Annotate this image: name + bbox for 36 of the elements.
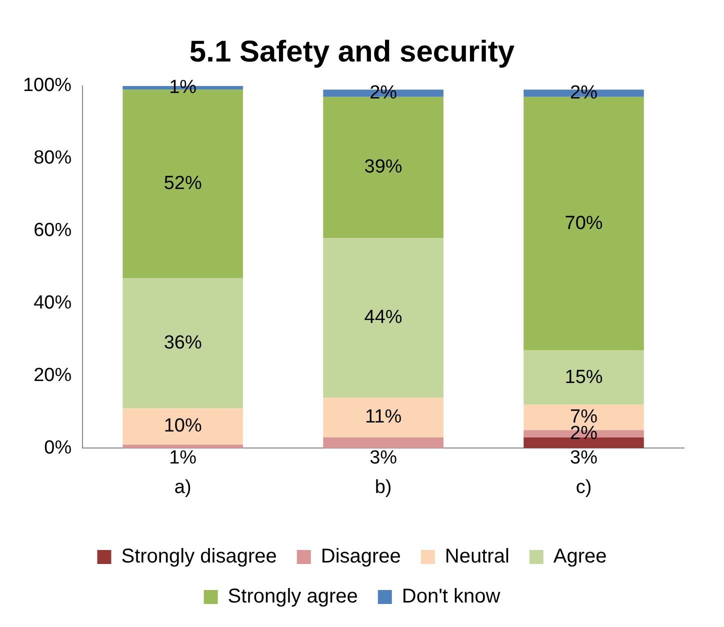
legend-label: Disagree xyxy=(320,546,401,568)
legend-label: Agree xyxy=(553,546,607,568)
y-tick-label: 100% xyxy=(22,75,72,96)
x-tick-label: a) xyxy=(174,476,192,498)
text: 1% xyxy=(169,77,197,98)
bar xyxy=(122,278,243,408)
y-tick-label: 0% xyxy=(44,437,72,458)
x-tick-label: b) xyxy=(374,476,392,498)
bar xyxy=(323,437,444,448)
text: 15% xyxy=(564,366,603,388)
bar xyxy=(122,408,243,445)
y-tick-label: 40% xyxy=(34,292,72,314)
bar xyxy=(323,397,444,438)
text: 3% xyxy=(370,447,398,468)
bar xyxy=(524,350,644,405)
legend-label: Don't know xyxy=(402,586,501,608)
text: 70% xyxy=(564,212,603,234)
legend-label: Strongly disagree xyxy=(121,546,277,568)
text: 2% xyxy=(570,422,598,444)
text: 10% xyxy=(164,416,202,437)
x-tick-label: c) xyxy=(576,476,592,498)
bar xyxy=(122,444,243,448)
text: 39% xyxy=(364,156,402,178)
y-tick-label: 80% xyxy=(34,148,72,169)
bar xyxy=(323,238,444,398)
y-tick-label: 20% xyxy=(34,364,72,386)
text: 52% xyxy=(164,173,202,194)
text: 3% xyxy=(570,447,598,468)
y-tick-label: 60% xyxy=(34,220,72,242)
legend-label: Strongly agree xyxy=(228,586,358,608)
text: 11% xyxy=(364,406,402,428)
text: 44% xyxy=(364,307,402,328)
text: 1% xyxy=(169,447,197,468)
chart-title: 5.1 Safety and security xyxy=(189,35,515,68)
legend-label: Neutral xyxy=(444,546,510,568)
text: 36% xyxy=(164,332,202,354)
